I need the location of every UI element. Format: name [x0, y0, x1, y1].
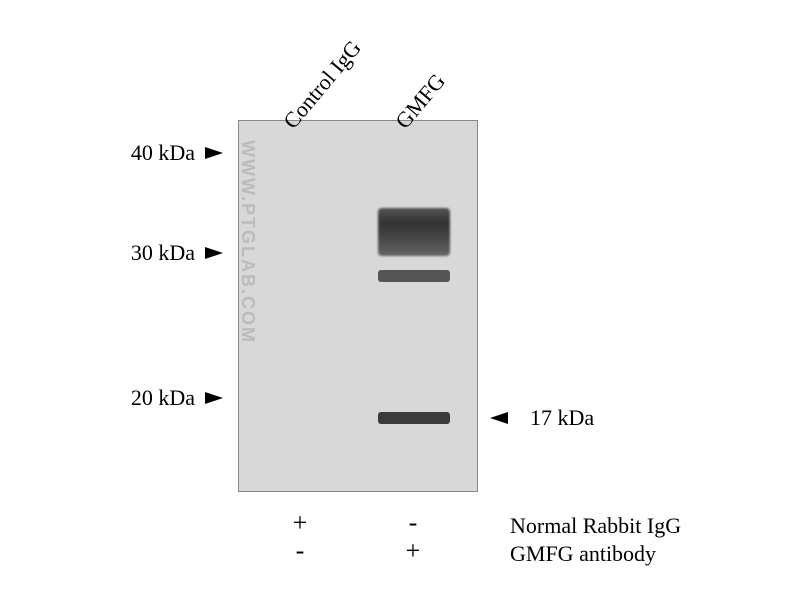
pm-r2-label: GMFG antibody: [510, 541, 656, 567]
arrow-40: [205, 147, 223, 159]
mw-30: 30 kDa: [105, 240, 195, 266]
mw-20: 20 kDa: [105, 385, 195, 411]
watermark-text: WWW.PTGLAB.COM: [237, 140, 258, 344]
arrow-20: [205, 392, 223, 404]
mw-40: 40 kDa: [105, 140, 195, 166]
pm-r1-l1: +: [285, 508, 315, 538]
blot-membrane: [238, 120, 478, 492]
pm-r2-l2: +: [398, 536, 428, 566]
pm-r1-label: Normal Rabbit IgG: [510, 513, 681, 539]
pm-r1-l2: -: [398, 508, 428, 538]
arrow-target: [490, 412, 508, 424]
arrow-30: [205, 247, 223, 259]
band-target-17kda: [378, 412, 450, 424]
band-middle: [378, 270, 450, 282]
figure-container: WWW.PTGLAB.COM Control IgG GMFG 40 kDa 3…: [0, 0, 800, 600]
pm-r2-l1: -: [285, 536, 315, 566]
target-label: 17 kDa: [530, 405, 594, 431]
band-upper-smear: [378, 208, 450, 256]
